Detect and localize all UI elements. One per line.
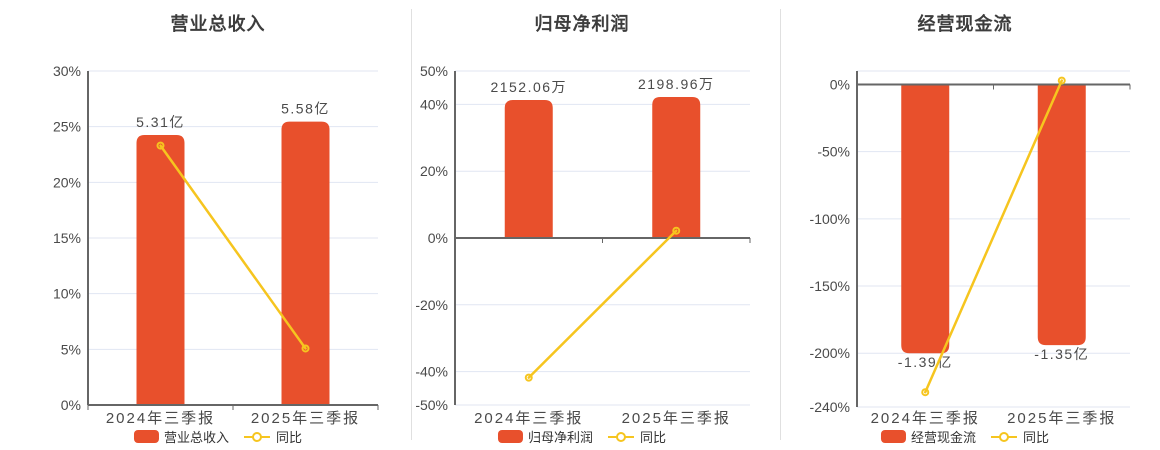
bar-value-label: 5.58亿 [281, 101, 330, 117]
y-axis-label: 30% [53, 63, 81, 79]
y-axis-label: -150% [810, 278, 850, 294]
bar-series-swatch [133, 430, 159, 443]
legend-line-label: 同比 [1023, 430, 1050, 445]
legend-item-line-series[interactable]: 同比 [243, 427, 302, 446]
bar-series-swatch [880, 430, 906, 443]
x-axis-label: 2024年三季报 [474, 410, 583, 427]
legend-item-bar-series[interactable]: 营业总收入 [133, 427, 229, 446]
bar-value-label: -1.35亿 [1034, 346, 1089, 362]
y-axis-label: 40% [420, 96, 448, 112]
chart-title-cash-flow: 经营现金流 [917, 14, 1013, 34]
y-axis-label: 20% [420, 163, 448, 179]
y-axis-label: 0% [428, 230, 448, 246]
yoy-trend-line[interactable] [527, 229, 678, 379]
y-axis-label: 20% [53, 174, 81, 190]
yoy-data-point[interactable] [1057, 76, 1066, 85]
legend-item-bar-series[interactable]: 经营现金流 [880, 427, 976, 446]
legend-bar-label: 归母净利润 [527, 430, 593, 445]
net-profit-chart: 50% 40% 20% 0% -20% -40% -50% 2152.06万 2198.96万 2… [415, 63, 751, 427]
y-axis-label: -20% [415, 297, 448, 313]
legend-item-line-series[interactable]: 同比 [990, 427, 1049, 446]
legend-cash-flow: 经营现金流 同比 [880, 427, 1049, 446]
y-axis-label: 10% [53, 286, 81, 302]
legend-net-profit: 归母净利润 同比 [497, 427, 666, 446]
chart-title-operating-revenue: 营业总收入 [170, 14, 266, 34]
bar-series-swatch [497, 430, 523, 443]
legend-operating-revenue: 营业总收入 同比 [133, 427, 302, 446]
bar-2024年三季报[interactable] [504, 100, 553, 238]
y-axis-label: 25% [53, 119, 81, 135]
chart-panel-cash-flow: 0% -50% -100% -150% -200% -240% -1.39亿 -1.35亿 20… [781, 0, 1160, 450]
yoy-data-point[interactable] [672, 226, 681, 235]
y-axis-label: -100% [810, 211, 850, 227]
bar-value-label: 5.31亿 [136, 114, 185, 130]
y-axis-label: 0% [61, 397, 81, 413]
y-axis-label: -200% [810, 345, 850, 361]
operating-revenue-chart: 30% 25% 20% 15% 10% 5% 0% 5.31亿 5.58亿 2024年三季报 202… [53, 63, 379, 427]
y-axis-label: -240% [810, 399, 850, 415]
legend-bar-label: 营业总收入 [163, 430, 229, 445]
yoy-trend-line[interactable] [924, 79, 1063, 394]
yoy-trend-line[interactable] [159, 144, 307, 350]
y-axis-label: 5% [61, 341, 81, 357]
bar-2025年三季报[interactable] [1037, 84, 1086, 346]
x-axis-label: 2024年三季报 [871, 410, 980, 427]
yoy-data-point[interactable] [524, 373, 533, 382]
bar-value-label: 2152.06万 [490, 79, 567, 95]
line-series-marker-icon [608, 431, 634, 442]
y-axis-label: 15% [53, 230, 81, 246]
legend-bar-label: 经营现金流 [910, 430, 976, 445]
legend-item-line-series[interactable]: 同比 [607, 427, 666, 446]
bar-2025年三季报[interactable] [281, 121, 330, 405]
bar-2025年三季报[interactable] [652, 97, 701, 238]
yoy-data-point[interactable] [921, 388, 930, 397]
x-axis-label: 2024年三季报 [106, 410, 215, 427]
bar-2024年三季报[interactable] [136, 135, 185, 405]
x-axis-label: 2025年三季报 [251, 410, 360, 427]
y-axis-label: -40% [415, 364, 448, 380]
bar-2024年三季报[interactable] [901, 84, 950, 354]
bar-value-label: -1.39亿 [898, 354, 953, 370]
x-axis-label: 2025年三季报 [1007, 410, 1116, 427]
chart-title-net-profit: 归母净利润 [534, 14, 630, 34]
legend-item-bar-series[interactable]: 归母净利润 [497, 427, 593, 446]
bar-value-label: 2198.96万 [638, 76, 715, 92]
x-axis-label: 2025年三季报 [622, 410, 731, 427]
cash-flow-chart: 0% -50% -100% -150% -200% -240% -1.39亿 -1.35亿 20… [810, 70, 1131, 427]
line-series-marker-icon [244, 431, 270, 442]
legend-line-label: 同比 [276, 430, 303, 445]
y-axis-label: 50% [420, 63, 448, 79]
yoy-data-point[interactable] [156, 141, 165, 150]
y-axis-label: -50% [817, 144, 850, 160]
y-axis-label: -50% [415, 397, 448, 413]
panel-divider [411, 9, 412, 440]
legend-line-label: 同比 [640, 430, 667, 445]
chart-panel-net-profit: 50% 40% 20% 0% -20% -40% -50% 2152.06万 2198.96万 2… [412, 0, 781, 450]
panel-divider [780, 9, 781, 440]
line-series-marker-icon [991, 431, 1017, 442]
chart-panel-operating-revenue: 30% 25% 20% 15% 10% 5% 0% 5.31亿 5.58亿 2024年三季报 202… [0, 0, 412, 450]
y-axis-label: 0% [830, 76, 850, 92]
yoy-data-point[interactable] [301, 344, 310, 353]
